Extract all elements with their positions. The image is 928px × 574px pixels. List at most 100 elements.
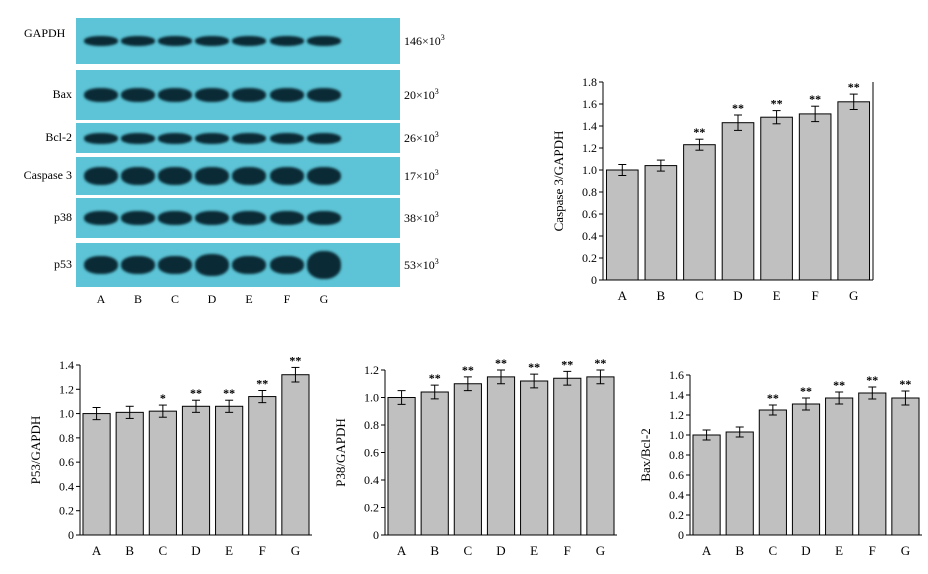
- bar: [181, 405, 211, 536]
- y-tick-label: 1.6: [582, 97, 597, 111]
- x-tick-label: E: [773, 288, 781, 303]
- bar: [721, 122, 755, 281]
- blot-band: [270, 36, 304, 46]
- x-tick-label: A: [397, 543, 407, 558]
- blot-band: [232, 88, 266, 102]
- y-tick-label: 1.2: [59, 382, 74, 396]
- blot-band: [158, 88, 192, 102]
- bar: [798, 113, 832, 281]
- y-tick-label: 0.6: [582, 207, 597, 221]
- x-tick-label: F: [869, 543, 876, 558]
- lane-label: B: [133, 292, 142, 306]
- bar: [825, 397, 854, 536]
- y-axis-label: Bax/Bcl-2: [638, 428, 653, 481]
- y-tick-label: 1.8: [582, 75, 597, 89]
- blot-band: [121, 36, 155, 46]
- y-tick-label: 1.2: [669, 408, 684, 422]
- significance-label: **: [462, 363, 474, 377]
- significance-label: *: [160, 391, 166, 405]
- molecular-weight-label: 38×103: [404, 210, 439, 225]
- blot-strip: [76, 123, 400, 153]
- blot-row-label: Bcl-2: [45, 130, 72, 144]
- blot-strip: [76, 157, 400, 195]
- significance-label: **: [848, 80, 860, 94]
- y-tick-label: 0.8: [669, 448, 684, 462]
- significance-label: **: [833, 378, 845, 392]
- x-tick-label: D: [733, 288, 742, 303]
- y-tick-label: 0.2: [582, 251, 597, 265]
- blot-band: [307, 167, 341, 185]
- significance-label: **: [800, 384, 812, 398]
- bar: [553, 377, 582, 536]
- bar: [281, 374, 310, 536]
- blot-row-label: Caspase 3: [23, 168, 72, 182]
- bar: [586, 376, 615, 536]
- p53-gapdh-chart: 0 0.2 0.4 0.6 0.8 1.0 1.2 1.4 P53/GAPDH A B * C ** D **…: [28, 353, 312, 558]
- bar: [837, 101, 871, 281]
- y-tick-label: 1.0: [582, 163, 597, 177]
- blot-band: [84, 88, 118, 102]
- blot-row-label: GAPDH: [24, 26, 66, 40]
- blot-band: [121, 167, 155, 185]
- bar: [215, 405, 244, 536]
- bax-bcl2-chart: 0 0.2 0.4 0.6 0.8 1.0 1.2 1.4 1.6 Bax/Bcl-2 A B ** C *…: [638, 368, 922, 558]
- bar: [692, 434, 721, 536]
- blot-band: [307, 36, 341, 46]
- y-tick-label: 0.8: [59, 431, 74, 445]
- y-tick-label: 0: [373, 528, 379, 542]
- bar: [891, 397, 920, 536]
- lane-label: G: [319, 292, 329, 306]
- bar: [115, 411, 144, 536]
- blot-band: [270, 88, 304, 102]
- x-tick-label: F: [564, 543, 571, 558]
- blot-band: [232, 211, 266, 225]
- x-tick-label: E: [225, 543, 233, 558]
- bar: [420, 391, 449, 536]
- y-tick-label: 0.2: [364, 501, 379, 515]
- blot-band: [307, 251, 341, 279]
- blot-band: [84, 132, 118, 144]
- blot-band: [84, 167, 118, 185]
- x-tick-label: G: [596, 543, 605, 558]
- blot-row-label: Bax: [52, 87, 72, 101]
- y-tick-label: 0: [591, 273, 597, 287]
- lane-label: D: [207, 292, 217, 306]
- significance-label: **: [693, 125, 705, 139]
- significance-label: **: [866, 373, 878, 387]
- y-tick-label: 0.4: [59, 479, 74, 493]
- y-tick-label: 0: [68, 528, 74, 542]
- bar: [148, 410, 177, 536]
- x-tick-label: G: [849, 288, 858, 303]
- y-tick-label: 0.4: [582, 229, 597, 243]
- significance-label: **: [767, 391, 779, 405]
- significance-label: **: [594, 356, 606, 370]
- blot-band: [84, 211, 118, 225]
- lane-label: E: [245, 292, 253, 306]
- y-axis-label: Caspase 3/GAPDH: [551, 131, 566, 232]
- significance-label: **: [190, 386, 202, 400]
- x-tick-label: C: [695, 288, 704, 303]
- western-blot-panel: GAPDH 146×103 Bax 20×103 Bcl-2 26×103 Caspase …: [0, 0, 480, 306]
- blot-band: [158, 167, 192, 185]
- y-tick-label: 1.4: [582, 119, 597, 133]
- y-tick-label: 1.4: [59, 358, 74, 372]
- blot-band: [270, 256, 304, 274]
- molecular-weight-label: 146×103: [404, 33, 445, 48]
- y-tick-label: 0.4: [669, 488, 684, 502]
- x-tick-label: D: [191, 543, 200, 558]
- x-tick-label: G: [291, 543, 300, 558]
- significance-label: **: [809, 92, 821, 106]
- significance-label: **: [289, 353, 301, 367]
- bar: [248, 396, 277, 536]
- x-tick-label: C: [159, 543, 168, 558]
- y-tick-label: 1.2: [582, 141, 597, 155]
- x-tick-label: C: [464, 543, 473, 558]
- bar: [520, 380, 549, 536]
- significance-label: **: [495, 356, 507, 370]
- significance-label: **: [771, 97, 783, 111]
- x-tick-label: G: [901, 543, 910, 558]
- blot-band: [232, 36, 266, 46]
- y-tick-label: 0.6: [669, 468, 684, 482]
- y-tick-label: 0.2: [59, 504, 74, 518]
- y-tick-label: 0.6: [364, 446, 379, 460]
